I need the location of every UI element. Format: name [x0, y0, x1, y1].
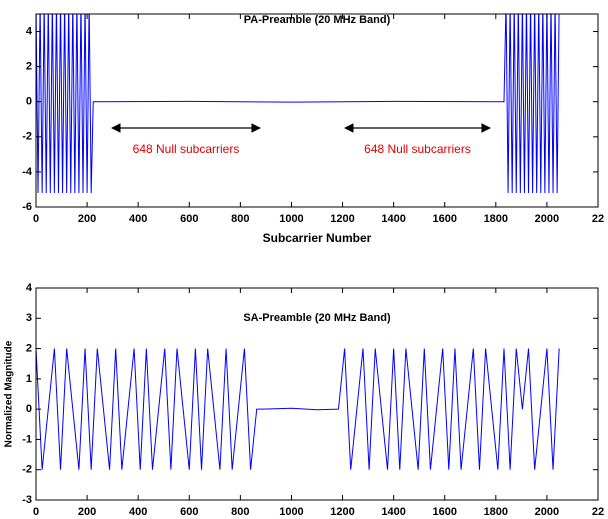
y-tick-label: 0 — [26, 96, 32, 108]
x-tick-label: 1800 — [484, 506, 508, 518]
y-tick-label: 4 — [26, 282, 33, 294]
x-tick-label: 200 — [78, 213, 96, 225]
x-tick-label: 800 — [231, 213, 249, 225]
x-tick-label: 1200 — [330, 506, 354, 518]
y-tick-label: -6 — [22, 201, 32, 213]
x-tick-label: 1400 — [381, 213, 405, 225]
x-tick-label: 1600 — [432, 506, 456, 518]
y-tick-label: -2 — [22, 464, 32, 476]
y-tick-label: -4 — [22, 166, 33, 178]
signal-line — [36, 14, 560, 193]
x-tick-label: 600 — [180, 213, 198, 225]
axes-frame — [35, 287, 599, 501]
y-axis-label: Normalized Magnitude — [4, 340, 15, 447]
y-tick-label: 2 — [26, 61, 32, 73]
y-tick-label: -3 — [22, 494, 32, 506]
x-tick-label: 0 — [33, 506, 39, 518]
axes-frame — [35, 13, 599, 208]
x-tick-label: 1200 — [330, 213, 354, 225]
x-tick-label: 800 — [231, 506, 249, 518]
x-tick-label: 22 — [592, 213, 604, 225]
x-axis-label: Subcarrier Number — [263, 231, 372, 245]
y-tick-label: -1 — [22, 433, 32, 445]
y-tick-label: 1 — [26, 373, 32, 385]
x-tick-label: 400 — [129, 506, 147, 518]
y-tick-label: 2 — [26, 342, 32, 354]
x-tick-label: 1400 — [381, 506, 405, 518]
y-tick-label: 4 — [26, 25, 33, 37]
x-tick-label: 22 — [592, 506, 604, 518]
chart-title: PA-Preamble (20 MHz Band) — [244, 14, 391, 26]
x-tick-label: 0 — [33, 213, 39, 225]
x-tick-label: 1000 — [279, 213, 303, 225]
x-tick-label: 200 — [78, 506, 96, 518]
plot-area — [36, 14, 598, 207]
annotation: 648 Null subcarriers — [364, 142, 471, 156]
x-tick-label: 1800 — [484, 213, 508, 225]
y-tick-label: -2 — [22, 131, 32, 143]
x-tick-label: 400 — [129, 213, 147, 225]
x-tick-label: 1000 — [279, 506, 303, 518]
y-tick-label: 0 — [26, 403, 32, 415]
x-tick-label: 1600 — [432, 213, 456, 225]
signal-line — [36, 348, 560, 470]
chart-title: SA-Preamble (20 MHz Band) — [243, 312, 391, 324]
x-tick-label: 2000 — [535, 506, 559, 518]
annotation: 648 Null subcarriers — [133, 142, 240, 156]
x-tick-label: 2000 — [535, 213, 559, 225]
x-tick-label: 600 — [180, 506, 198, 518]
y-tick-label: 3 — [26, 312, 32, 324]
